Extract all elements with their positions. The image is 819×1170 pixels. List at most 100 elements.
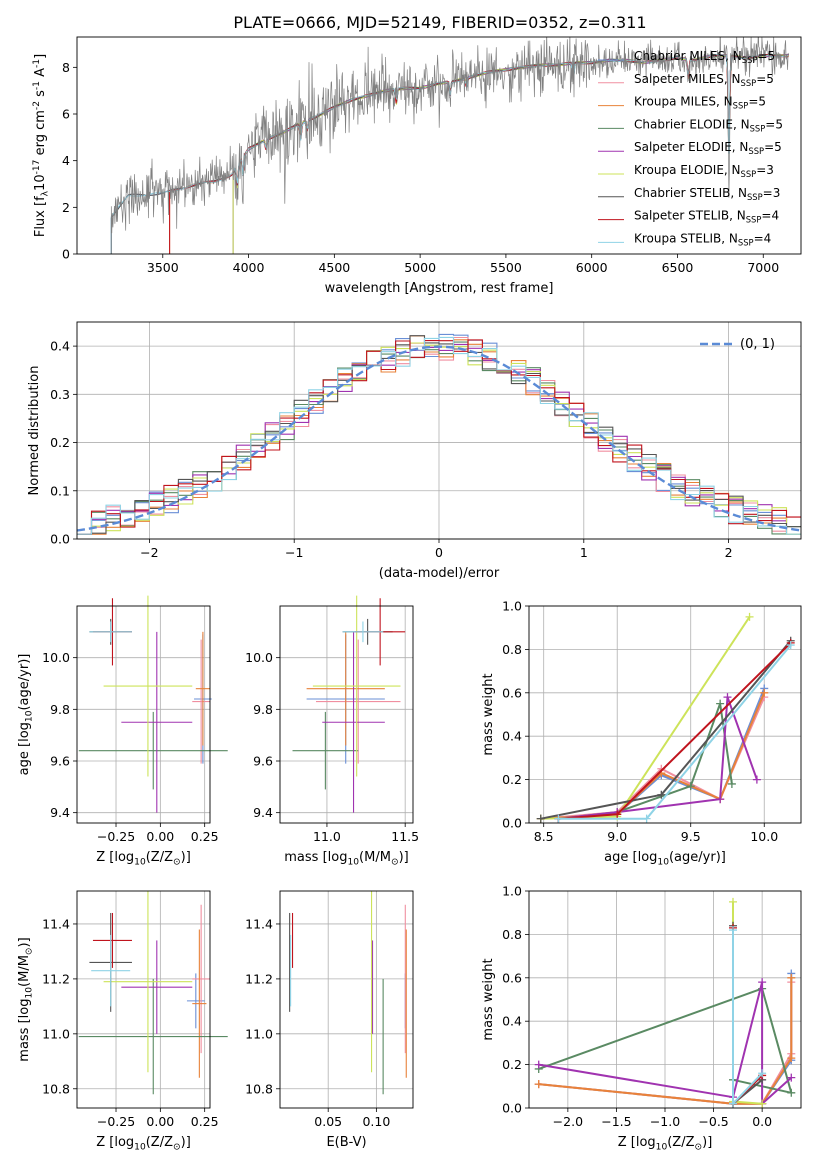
- label-part: 10: [24, 987, 34, 999]
- weight-point-marker: [716, 795, 725, 804]
- label-part: mass [log: [17, 999, 32, 1062]
- label-part: (0, 1): [740, 337, 775, 352]
- y-tick-label: 6: [62, 107, 70, 122]
- age-vs-metallicity-axes: −0.25 0.00 0.25 9.4 9.6 9.8 10.0: [42, 606, 219, 844]
- label-part: (M/M: [359, 850, 391, 865]
- label-part: ⊙: [391, 857, 399, 867]
- y-tick-label: 0.8: [502, 642, 522, 657]
- histogram-step-line: [77, 341, 801, 535]
- label-part: =4: [761, 209, 779, 223]
- y-tick-label: 0.0: [50, 532, 70, 547]
- x-tick-label: −2.0: [553, 1114, 583, 1129]
- y-tick-label: 1.0: [502, 599, 522, 614]
- x-tick-label: −0.25: [97, 1114, 135, 1129]
- label-part: Z [log: [618, 1135, 656, 1150]
- label-part: Salpeter ELODIE, N: [634, 140, 748, 154]
- label-part: -1: [32, 81, 42, 90]
- weight-point-marker: [760, 688, 769, 697]
- label-part: SSP: [750, 123, 766, 133]
- y-tick-label: 11.2: [42, 971, 70, 986]
- x-tick-label: 11.0: [313, 829, 341, 844]
- label-part: 10: [33, 174, 48, 191]
- x-tick-label: 0.0: [752, 1114, 772, 1129]
- age-vs-mass-axes: 11.0 11.5 9.4 9.6 9.8 10.0: [245, 606, 419, 844]
- y-tick-label: 9.6: [253, 754, 273, 769]
- label-part: ]: [33, 54, 48, 59]
- label-part: SSP: [748, 146, 764, 156]
- normal-reference-curve: [76, 345, 802, 532]
- y-tick-label: 0.4: [502, 729, 522, 744]
- y-tick-label: 10.8: [245, 1081, 273, 1096]
- label-part: -1: [32, 59, 42, 68]
- y-tick-label: 1.0: [502, 884, 522, 899]
- weight-point-marker: [729, 926, 737, 935]
- x-tick-label: 11.5: [391, 829, 419, 844]
- x-axis-label: wavelength [Angstrom, rest frame]: [325, 281, 554, 296]
- label-part: Chabrier ELODIE, N: [634, 117, 750, 131]
- label-part: mass [log: [284, 850, 347, 865]
- label-part: )]: [181, 850, 191, 865]
- label-part: age [log: [17, 722, 32, 775]
- histogram-step-line: [77, 339, 801, 535]
- weight-point-marker: [716, 699, 725, 708]
- y-tick-label: 9.8: [50, 702, 70, 717]
- label-part: (Z/Z: [146, 1135, 173, 1150]
- x-tick-label: 0.05: [314, 1114, 342, 1129]
- label-part: wavelength [Angstrom, rest frame]: [325, 281, 554, 296]
- y-tick-label: 11.0: [245, 1026, 273, 1041]
- x-tick-label: −1.5: [601, 1114, 631, 1129]
- legend-entry: Chabrier STELIB, NSSP=3: [634, 186, 780, 202]
- label-part: 10: [24, 710, 34, 722]
- label-part: A: [33, 68, 48, 81]
- y-tick-label: 9.4: [50, 805, 70, 820]
- weight-vs-metallicity-frame: [528, 890, 802, 1109]
- label-part: Salpeter MILES, N: [634, 72, 741, 86]
- x-tick-label: 9.0: [607, 829, 627, 844]
- y-tick-label: 2: [62, 200, 70, 215]
- observed-spectrum-line: [110, 37, 789, 254]
- mass-vs-metallicity-frame: [76, 890, 211, 1109]
- x-tick-label: 0.00: [146, 829, 174, 844]
- label-part: SSP: [742, 55, 758, 65]
- label-part: )]: [702, 1135, 712, 1150]
- y-tick-label: 9.8: [253, 702, 273, 717]
- x-axis-label: mass [log10(M/M⊙)]: [284, 850, 408, 867]
- label-part: age [log: [604, 850, 657, 865]
- legend-entry: Chabrier MILES, NSSP=5: [634, 49, 775, 65]
- y-tick-label: 9.4: [253, 805, 273, 820]
- weight-point-marker: [723, 693, 732, 702]
- y-tick-label: 8: [62, 60, 70, 75]
- histogram-step-line: [77, 335, 801, 535]
- weight-point-marker: [613, 810, 622, 819]
- label-part: SSP: [747, 192, 763, 202]
- legend-entry: Chabrier ELODIE, NSSP=5: [634, 117, 783, 133]
- weight-point-marker: [786, 641, 795, 650]
- label-part: λ: [40, 190, 50, 196]
- weight-point-marker: [787, 1088, 796, 1097]
- x-tick-label: 6500: [662, 260, 694, 275]
- legend-entry: Salpeter MILES, NSSP=5: [634, 72, 774, 88]
- spectrum-frame: [76, 36, 802, 255]
- label-part: ⊙: [173, 1142, 181, 1152]
- residual-histogram-frame: [76, 321, 802, 540]
- label-part: 10: [657, 857, 669, 867]
- weight-point-marker: [758, 1069, 767, 1078]
- weight-vs-age-frame: [528, 605, 802, 824]
- weight-point-marker: [534, 1060, 543, 1069]
- label-part: erg cm: [33, 110, 48, 159]
- weight-point-marker: [729, 1099, 737, 1108]
- label-part: Z [log: [96, 1135, 134, 1150]
- label-part: SSP: [741, 169, 757, 179]
- label-part: Chabrier MILES, N: [634, 49, 742, 63]
- weight-point-marker: [686, 782, 695, 791]
- x-tick-label: 1: [580, 545, 588, 560]
- label-part: mass weight: [481, 958, 496, 1040]
- label-part: =5: [757, 49, 775, 63]
- label-part: -17: [32, 159, 42, 174]
- age-vs-mass-frame: [279, 605, 414, 824]
- y-tick-label: 11.4: [245, 916, 273, 931]
- x-axis-label: Z [log10(Z/Z⊙)]: [618, 1135, 713, 1152]
- x-tick-label: 0.25: [191, 829, 219, 844]
